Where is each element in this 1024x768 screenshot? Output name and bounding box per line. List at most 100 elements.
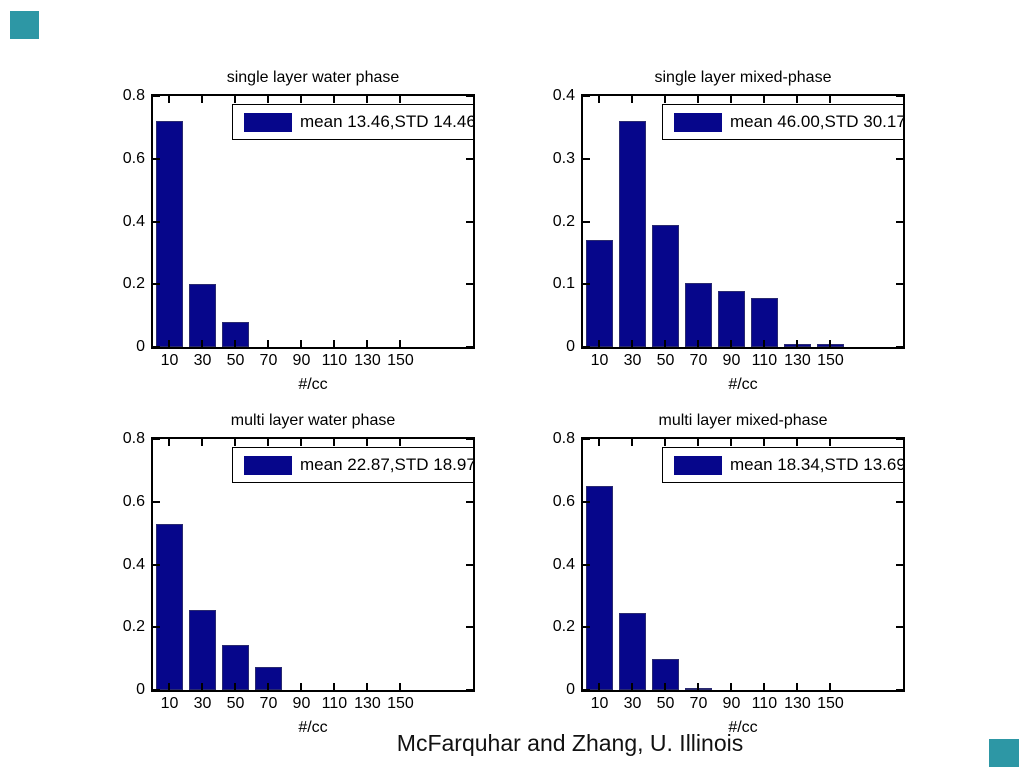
x-tick-mark xyxy=(366,439,369,446)
x-tick-mark xyxy=(730,683,733,690)
y-tick-label: 0.2 xyxy=(552,618,575,636)
y-tick-mark xyxy=(583,346,590,348)
x-tick-mark xyxy=(201,439,204,446)
y-tick-label: 0.6 xyxy=(552,492,575,510)
x-tick-label: 10 xyxy=(590,352,609,369)
chart-title: multi layer water phase xyxy=(230,412,396,429)
x-tick-mark xyxy=(796,439,799,446)
y-tick-label: 0.3 xyxy=(552,149,575,167)
y-tick-label: 0 xyxy=(566,338,575,355)
y-tick-mark xyxy=(466,563,473,566)
x-tick-label: 70 xyxy=(259,695,278,712)
x-tick-mark xyxy=(598,340,601,347)
x-tick-mark xyxy=(267,683,270,690)
x-tick-label: 110 xyxy=(321,695,348,712)
x-axis-label: #/cc xyxy=(298,376,328,393)
x-tick-mark xyxy=(333,340,336,347)
bar xyxy=(718,291,745,347)
x-tick-mark xyxy=(333,96,336,103)
x-tick-mark xyxy=(201,683,204,690)
x-tick-mark xyxy=(300,439,303,446)
x-tick-mark xyxy=(333,439,336,446)
x-tick-mark xyxy=(730,340,733,347)
y-tick-mark xyxy=(896,689,903,691)
x-tick-mark xyxy=(763,340,766,347)
y-tick-mark xyxy=(153,220,160,223)
bar xyxy=(189,284,216,347)
x-tick-label: 30 xyxy=(623,352,642,369)
x-tick-mark xyxy=(631,439,634,446)
subplot-single-layer-mixed-phase: single layer mixed-phase mean 46.00,STD … xyxy=(553,69,906,393)
y-tick-mark xyxy=(153,689,160,691)
legend-label: mean 46.00,STD 30.17 xyxy=(730,112,906,131)
x-tick-mark xyxy=(399,96,402,103)
y-tick-mark xyxy=(153,626,160,629)
y-tick-mark xyxy=(896,157,903,160)
bar xyxy=(156,121,183,347)
x-tick-mark xyxy=(234,683,237,690)
x-tick-mark xyxy=(168,96,171,103)
y-tick-mark xyxy=(896,500,903,503)
y-tick-label: 0.8 xyxy=(122,430,145,447)
subplot-single-layer-water-phase: single layer water phase mean 13.46,STD … xyxy=(123,69,476,393)
y-tick-mark xyxy=(583,438,590,440)
y-tick-mark xyxy=(466,157,473,160)
x-tick-mark xyxy=(598,96,601,103)
chart-title: multi layer mixed-phase xyxy=(658,412,828,429)
y-tick-mark xyxy=(583,157,590,160)
x-tick-mark xyxy=(664,96,667,103)
x-tick-mark xyxy=(168,340,171,347)
y-tick-mark xyxy=(466,220,473,223)
x-tick-mark xyxy=(598,439,601,446)
x-tick-mark xyxy=(598,683,601,690)
y-tick-mark xyxy=(466,500,473,503)
bar xyxy=(685,283,712,347)
bar xyxy=(652,659,679,690)
legend: mean 18.34,STD 13.69 xyxy=(662,447,906,483)
y-tick-mark xyxy=(153,500,160,503)
y-tick-mark xyxy=(466,626,473,629)
bar xyxy=(619,121,646,347)
x-tick-label: 70 xyxy=(689,352,708,369)
x-tick-mark xyxy=(697,683,700,690)
corner-accent-bottom-right xyxy=(989,739,1019,767)
legend: mean 13.46,STD 14.46 xyxy=(232,104,476,140)
x-tick-mark xyxy=(168,439,171,446)
x-tick-mark xyxy=(631,340,634,347)
x-tick-mark xyxy=(796,683,799,690)
y-tick-label: 0 xyxy=(136,338,145,355)
legend-label: mean 18.34,STD 13.69 xyxy=(730,455,906,474)
x-tick-mark xyxy=(267,340,270,347)
y-tick-mark xyxy=(153,346,160,348)
x-tick-label: 150 xyxy=(817,352,844,369)
y-tick-label: 0 xyxy=(566,681,575,698)
y-tick-label: 0.2 xyxy=(122,618,145,636)
y-tick-label: 0.6 xyxy=(122,492,145,510)
x-tick-label: 130 xyxy=(354,695,381,712)
legend-swatch xyxy=(674,112,722,132)
y-tick-label: 0.1 xyxy=(552,275,575,293)
x-tick-mark xyxy=(763,683,766,690)
x-tick-mark xyxy=(201,96,204,103)
corner-accent-top-left xyxy=(10,11,39,39)
x-tick-mark xyxy=(664,340,667,347)
attribution-caption: McFarquhar and Zhang, U. Illinois xyxy=(396,730,744,756)
legend: mean 22.87,STD 18.97 xyxy=(232,447,476,483)
x-tick-mark xyxy=(730,96,733,103)
x-tick-label: 130 xyxy=(784,352,811,369)
x-tick-mark xyxy=(829,340,832,347)
x-tick-mark xyxy=(697,439,700,446)
x-tick-mark xyxy=(796,96,799,103)
x-tick-label: 10 xyxy=(160,695,179,712)
x-tick-mark xyxy=(829,439,832,446)
bar xyxy=(586,240,613,347)
x-tick-mark xyxy=(201,340,204,347)
x-tick-mark xyxy=(697,96,700,103)
y-tick-label: 0.2 xyxy=(552,212,575,230)
x-tick-label: 30 xyxy=(193,352,212,369)
y-tick-mark xyxy=(466,283,473,286)
legend-swatch xyxy=(674,455,722,475)
y-tick-label: 0.4 xyxy=(122,555,145,573)
x-tick-label: 110 xyxy=(751,695,778,712)
